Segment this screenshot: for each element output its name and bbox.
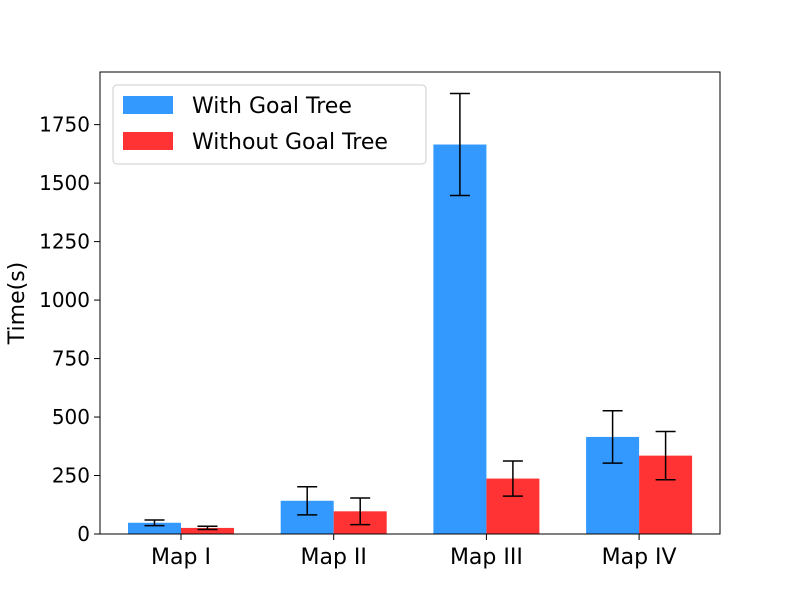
legend-box — [112, 84, 427, 165]
x-tick-label: Map III — [450, 545, 523, 570]
legend: With Goal Tree Without Goal Tree — [112, 84, 427, 165]
y-tick-label: 1000 — [39, 288, 90, 312]
legend-label: With Goal Tree — [192, 94, 352, 119]
x-tick-label: Map II — [300, 545, 366, 570]
legend-label: Without Goal Tree — [192, 130, 388, 155]
y-tick-label: 750 — [52, 347, 90, 371]
bars-layer — [128, 144, 693, 534]
y-tick-label: 500 — [52, 405, 90, 429]
x-axis: Map I Map II Map III Map IV — [151, 534, 677, 570]
x-tick-label: Map I — [151, 545, 211, 570]
error-bars-layer — [144, 92, 676, 531]
legend-swatch — [123, 132, 173, 150]
y-tick-label: 1500 — [39, 171, 90, 195]
x-tick-label: Map IV — [602, 545, 677, 570]
y-tick-label: 250 — [52, 464, 90, 488]
y-tick-label: 1250 — [39, 230, 90, 254]
bar — [181, 527, 234, 534]
plot-frame — [99, 71, 721, 535]
y-axis: 0 250 500 750 1000 1250 1500 1750 — [39, 113, 100, 546]
bar — [433, 144, 487, 534]
bar — [128, 522, 181, 534]
y-axis-title: Time(s) — [5, 262, 30, 345]
y-tick-label: 0 — [77, 522, 90, 546]
legend-swatch — [123, 96, 173, 114]
y-tick-label: 1750 — [39, 113, 90, 137]
